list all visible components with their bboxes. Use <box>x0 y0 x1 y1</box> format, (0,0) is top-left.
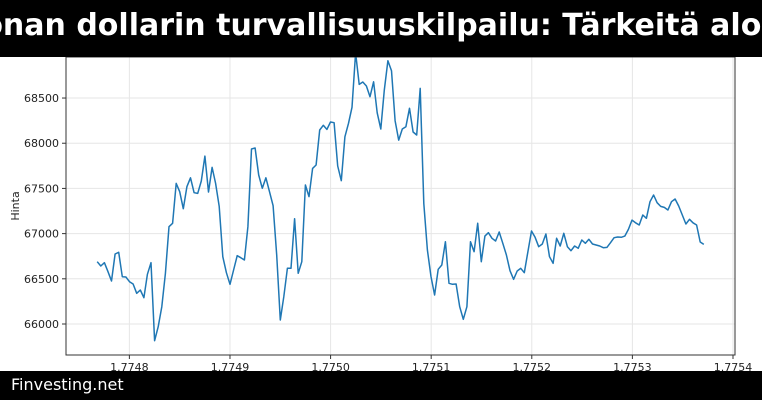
price-line <box>96 57 705 342</box>
x-tick-label: 1.7754 <box>714 361 753 374</box>
y-tick-label: 66500 <box>24 273 59 286</box>
y-axis: 66000 66500 67000 67500 68000 68500 <box>24 92 66 331</box>
y-tick-label: 67500 <box>24 182 59 195</box>
y-tick-label: 68000 <box>24 137 59 150</box>
chart-title: oonan dollarin turvallisuuskilpailu: Tär… <box>0 8 762 43</box>
x-tick-label: 1.7748 <box>110 361 149 374</box>
footer-bar: Finvesting.net <box>0 371 762 400</box>
x-tick-label: 1.7752 <box>513 361 552 374</box>
plot-frame <box>65 56 736 356</box>
y-tick-label: 66000 <box>24 318 59 331</box>
x-axis: 1.7748 1.7749 1.7750 1.7751 1.7752 1.7753 1.77… <box>110 355 752 374</box>
title-bar: oonan dollarin turvallisuuskilpailu: Tär… <box>0 0 762 57</box>
brand-label: Finvesting.net <box>11 375 124 394</box>
y-tick-label: 67000 <box>24 228 59 241</box>
grid <box>66 57 735 355</box>
x-tick-label: 1.7753 <box>613 361 652 374</box>
x-tick-label: 1.7749 <box>211 361 250 374</box>
y-tick-label: 68500 <box>24 92 59 105</box>
y-axis-label: Hinta <box>9 191 22 220</box>
x-tick-label: 1.7750 <box>311 361 350 374</box>
x-tick-label: 1.7751 <box>412 361 451 374</box>
